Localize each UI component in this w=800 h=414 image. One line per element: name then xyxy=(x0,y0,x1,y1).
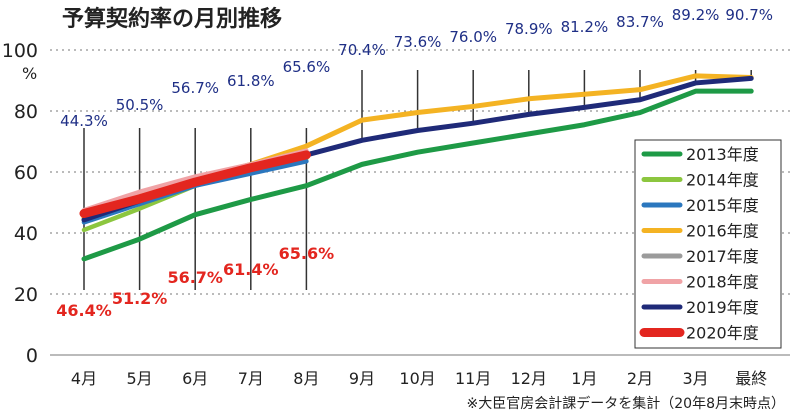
series-line xyxy=(81,88,754,262)
y-tick-label: 40 xyxy=(14,223,38,245)
y-tick-label: 80 xyxy=(14,101,38,123)
y-tick-label: 100 xyxy=(2,40,38,62)
legend-label: 2017年度 xyxy=(686,247,759,266)
data-label-2019: 81.2% xyxy=(561,18,609,36)
data-label-2019: 56.7% xyxy=(171,79,219,97)
y-tick-label: 60 xyxy=(14,162,38,184)
chart-title: 予算契約率の月別推移 xyxy=(62,6,282,32)
x-tick-label: 最終 xyxy=(735,369,767,388)
data-label-2019: 44.3% xyxy=(60,112,108,130)
data-label-2019: 50.5% xyxy=(116,96,164,114)
data-label-2019: 83.7% xyxy=(616,13,664,31)
x-tick-label: 2月 xyxy=(627,369,653,388)
y-tick-label: 0 xyxy=(26,345,38,367)
legend-label: 2015年度 xyxy=(686,196,759,215)
y-tick-label: 20 xyxy=(14,284,38,306)
data-label-2019: 76.0% xyxy=(449,28,497,46)
source-note: ※大臣官房会計課データを集計（20年8月末時点） xyxy=(467,395,785,412)
legend-label: 2013年度 xyxy=(686,145,759,164)
x-tick-label: 3月 xyxy=(683,369,709,388)
x-tick-label: 6月 xyxy=(182,369,208,388)
data-label-2019: 65.6% xyxy=(283,58,331,76)
grid-lines xyxy=(50,49,790,356)
data-label-2020: 61.4% xyxy=(223,260,279,279)
data-label-2019: 78.9% xyxy=(505,20,553,38)
x-tick-label: 1月 xyxy=(571,369,597,388)
x-tick-label: 7月 xyxy=(238,369,264,388)
data-label-2019: 73.6% xyxy=(394,33,442,51)
x-tick-label: 9月 xyxy=(349,369,375,388)
legend-label: 2014年度 xyxy=(686,171,759,190)
x-tick-label: 10月 xyxy=(399,369,435,388)
x-tick-label: 8月 xyxy=(293,369,319,388)
legend-label: 2019年度 xyxy=(686,298,759,317)
data-label-2020: 65.6% xyxy=(279,244,335,263)
data-label-2019: 61.8% xyxy=(227,72,275,90)
legend-label: 2020年度 xyxy=(686,324,759,343)
data-label-2020: 51.2% xyxy=(112,289,168,308)
data-label-2019: 90.7% xyxy=(725,6,773,24)
data-label-2019: 70.4% xyxy=(338,41,386,59)
x-tick-label: 4月 xyxy=(71,369,97,388)
data-label-2020: 46.4% xyxy=(56,301,112,320)
y-axis-ticks: 0 20 40 60 80 100 xyxy=(2,40,38,367)
data-label-2020: 56.7% xyxy=(167,268,223,287)
legend: 2013年度 2014年度 2015年度 2016年度 2017年度 2018年度 2019… xyxy=(634,139,782,349)
series-lines xyxy=(79,73,754,262)
x-tick-label: 12月 xyxy=(511,369,547,388)
y-axis-unit: % xyxy=(22,64,37,83)
x-axis-ticks: 4月 5月 6月 7月 8月 9月 10月 11月 12月 1月 2月 3月 最終 xyxy=(71,369,767,388)
x-tick-label: 11月 xyxy=(455,369,491,388)
data-labels: 44.3% 50.5% 56.7% 61.8% 65.6% 70.4% 73.6% 76.0%… xyxy=(56,6,773,320)
legend-label: 2018年度 xyxy=(686,273,759,292)
legend-label: 2016年度 xyxy=(686,222,759,241)
data-label-2019: 89.2% xyxy=(672,6,720,24)
x-tick-label: 5月 xyxy=(127,369,153,388)
series-line xyxy=(79,150,311,218)
legend-box xyxy=(634,139,782,349)
